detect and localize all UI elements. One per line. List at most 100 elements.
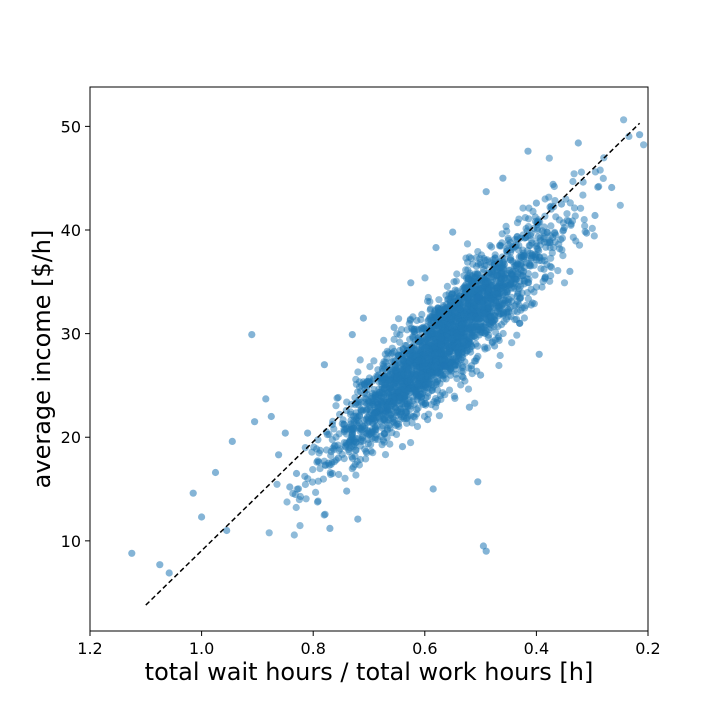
y-tick-label: 40: [61, 221, 81, 240]
cloud-point: [432, 380, 440, 388]
cloud-point: [519, 204, 527, 212]
cloud-point: [301, 444, 309, 452]
cloud-point: [476, 254, 484, 262]
cloud-point: [364, 377, 372, 385]
cloud-point: [394, 420, 403, 428]
cloud-point: [570, 204, 579, 212]
data-point: [128, 549, 136, 557]
cloud-point: [476, 277, 484, 285]
cloud-point: [304, 475, 312, 483]
cloud-point: [386, 440, 394, 448]
cloud-point: [324, 459, 333, 467]
cloud-point: [432, 403, 440, 411]
data-point: [432, 244, 440, 252]
cloud-point: [390, 335, 398, 343]
data-point: [608, 183, 616, 192]
cloud-point: [396, 331, 404, 339]
data-point: [281, 429, 289, 437]
data-point: [198, 513, 206, 521]
cloud-point: [370, 357, 378, 365]
cloud-point: [391, 366, 399, 374]
cloud-point: [517, 294, 525, 302]
cloud-point: [465, 282, 473, 291]
cloud-point: [397, 326, 406, 334]
cloud-point: [554, 267, 562, 275]
cloud-point: [566, 199, 574, 207]
cloud-point: [531, 271, 539, 279]
cloud-point: [320, 511, 328, 519]
cloud-point: [296, 522, 304, 530]
cloud-point: [414, 380, 422, 388]
data-point: [251, 418, 259, 426]
cloud-point: [466, 325, 474, 333]
data-point: [474, 293, 482, 301]
cloud-point: [558, 246, 566, 254]
cloud-point: [291, 490, 299, 499]
cloud-point: [540, 235, 548, 243]
cloud-point: [506, 281, 514, 289]
cloud-point: [489, 265, 497, 273]
data-point: [359, 314, 367, 322]
cloud-point: [442, 291, 450, 299]
cloud-point: [403, 326, 411, 334]
cloud-point: [640, 141, 648, 149]
data-point: [348, 331, 356, 339]
cloud-point: [545, 154, 553, 162]
cloud-point: [431, 363, 439, 371]
data-point: [524, 147, 532, 155]
cloud-point: [335, 430, 343, 438]
cloud-point: [568, 217, 577, 225]
cloud-point: [548, 249, 556, 257]
cloud-point: [341, 474, 349, 482]
cloud-point: [436, 308, 444, 317]
cloud-point: [421, 274, 429, 282]
data-point: [507, 246, 515, 254]
cloud-point: [417, 397, 426, 405]
cloud-point: [451, 394, 459, 402]
data-point: [275, 451, 283, 459]
cloud-point: [420, 323, 428, 331]
data-point: [457, 355, 465, 364]
cloud-point: [396, 361, 404, 369]
cloud-point: [456, 305, 464, 313]
x-axis: 1.2 1.0 0.8 0.6 0.4 0.2: [77, 631, 661, 658]
cloud-point: [534, 233, 542, 241]
cloud-point: [599, 174, 607, 182]
data-point: [228, 437, 236, 445]
cloud-point: [462, 266, 470, 274]
cloud-point: [283, 498, 291, 506]
cloud-point: [495, 361, 503, 370]
cloud-point: [367, 447, 375, 455]
cloud-point: [500, 318, 508, 326]
cloud-point: [525, 204, 533, 212]
cloud-point: [547, 254, 555, 262]
cloud-point: [310, 443, 318, 451]
cloud-point: [425, 410, 433, 418]
cloud-point: [517, 260, 526, 268]
y-tick-label: 20: [61, 428, 81, 447]
cloud-point: [512, 267, 520, 275]
cloud-point: [508, 339, 516, 347]
cloud-point: [396, 410, 404, 419]
cloud-point: [401, 341, 409, 350]
x-tick-label: 1.0: [189, 639, 214, 658]
trend-line: [145, 122, 641, 606]
cloud-point: [461, 298, 469, 307]
cloud-point: [538, 283, 546, 291]
cloud-point: [481, 279, 490, 287]
cloud-point: [368, 394, 376, 402]
cloud-point: [474, 315, 482, 323]
data-point: [532, 199, 541, 207]
cloud-point: [442, 375, 450, 383]
cloud-point: [510, 307, 518, 315]
cloud-point: [452, 370, 460, 378]
cloud-point: [357, 407, 365, 415]
cloud-point: [575, 241, 584, 249]
data-point: [474, 478, 482, 486]
cloud-point: [596, 166, 604, 174]
cloud-point: [445, 386, 454, 394]
cloud-point: [352, 471, 360, 479]
cloud-point: [502, 274, 510, 282]
cloud-point: [406, 358, 414, 366]
cloud-point: [498, 301, 506, 309]
